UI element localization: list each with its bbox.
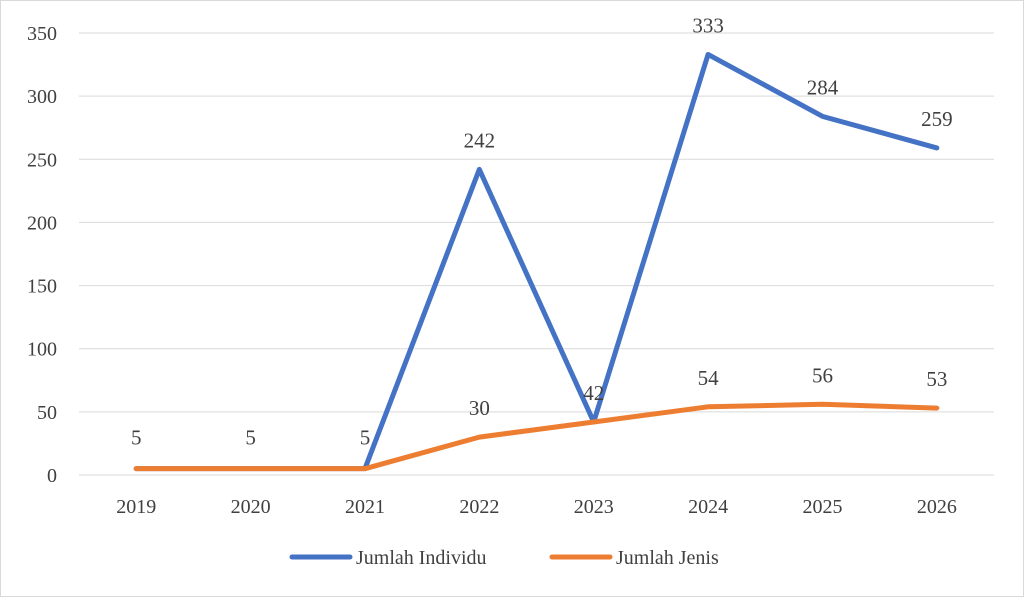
x-tick-label: 2024 [688,496,728,518]
y-tick-label: 300 [27,86,57,108]
legend-label: Jumlah Individu [356,547,487,569]
data-label: 259 [921,107,953,131]
x-tick-label: 2023 [574,496,614,518]
y-axis: 0 50 100 150 200 250 300 350 [27,23,57,487]
x-tick-label: 2019 [116,496,156,518]
data-label: 5 [131,426,142,450]
data-label: 54 [698,366,720,390]
x-tick-label: 2021 [345,496,385,518]
x-tick-label: 2022 [459,496,499,518]
y-tick-label: 150 [27,276,57,298]
y-tick-label: 0 [47,465,57,487]
data-label: 242 [464,128,496,152]
legend: Jumlah Individu Jumlah Jenis [289,547,719,569]
series-line-jumlah-jenis [133,401,940,472]
y-tick-label: 250 [27,149,57,171]
x-tick-label: 2025 [802,496,842,518]
data-label: 284 [807,75,839,99]
y-tick-label: 350 [27,23,57,45]
gridlines [79,32,994,476]
data-label: 333 [692,13,724,37]
x-tick-label: 2026 [917,496,957,518]
data-label: 56 [812,363,833,387]
y-tick-label: 100 [27,339,57,361]
data-label: 5 [245,426,256,450]
y-tick-label: 50 [37,402,57,424]
data-label: 5 [360,426,371,450]
data-label: 30 [469,396,490,420]
x-axis: 2019 2020 2021 2022 2023 2024 2025 2026 [116,496,957,518]
y-tick-label: 200 [27,212,57,234]
data-labels: 242 42 333 284 259 5 5 5 30 54 56 53 [131,13,953,449]
legend-label: Jumlah Jenis [616,547,719,569]
data-label: 53 [926,367,947,391]
data-label: 42 [583,381,604,405]
series-lines [133,51,940,472]
x-tick-label: 2020 [231,496,271,518]
